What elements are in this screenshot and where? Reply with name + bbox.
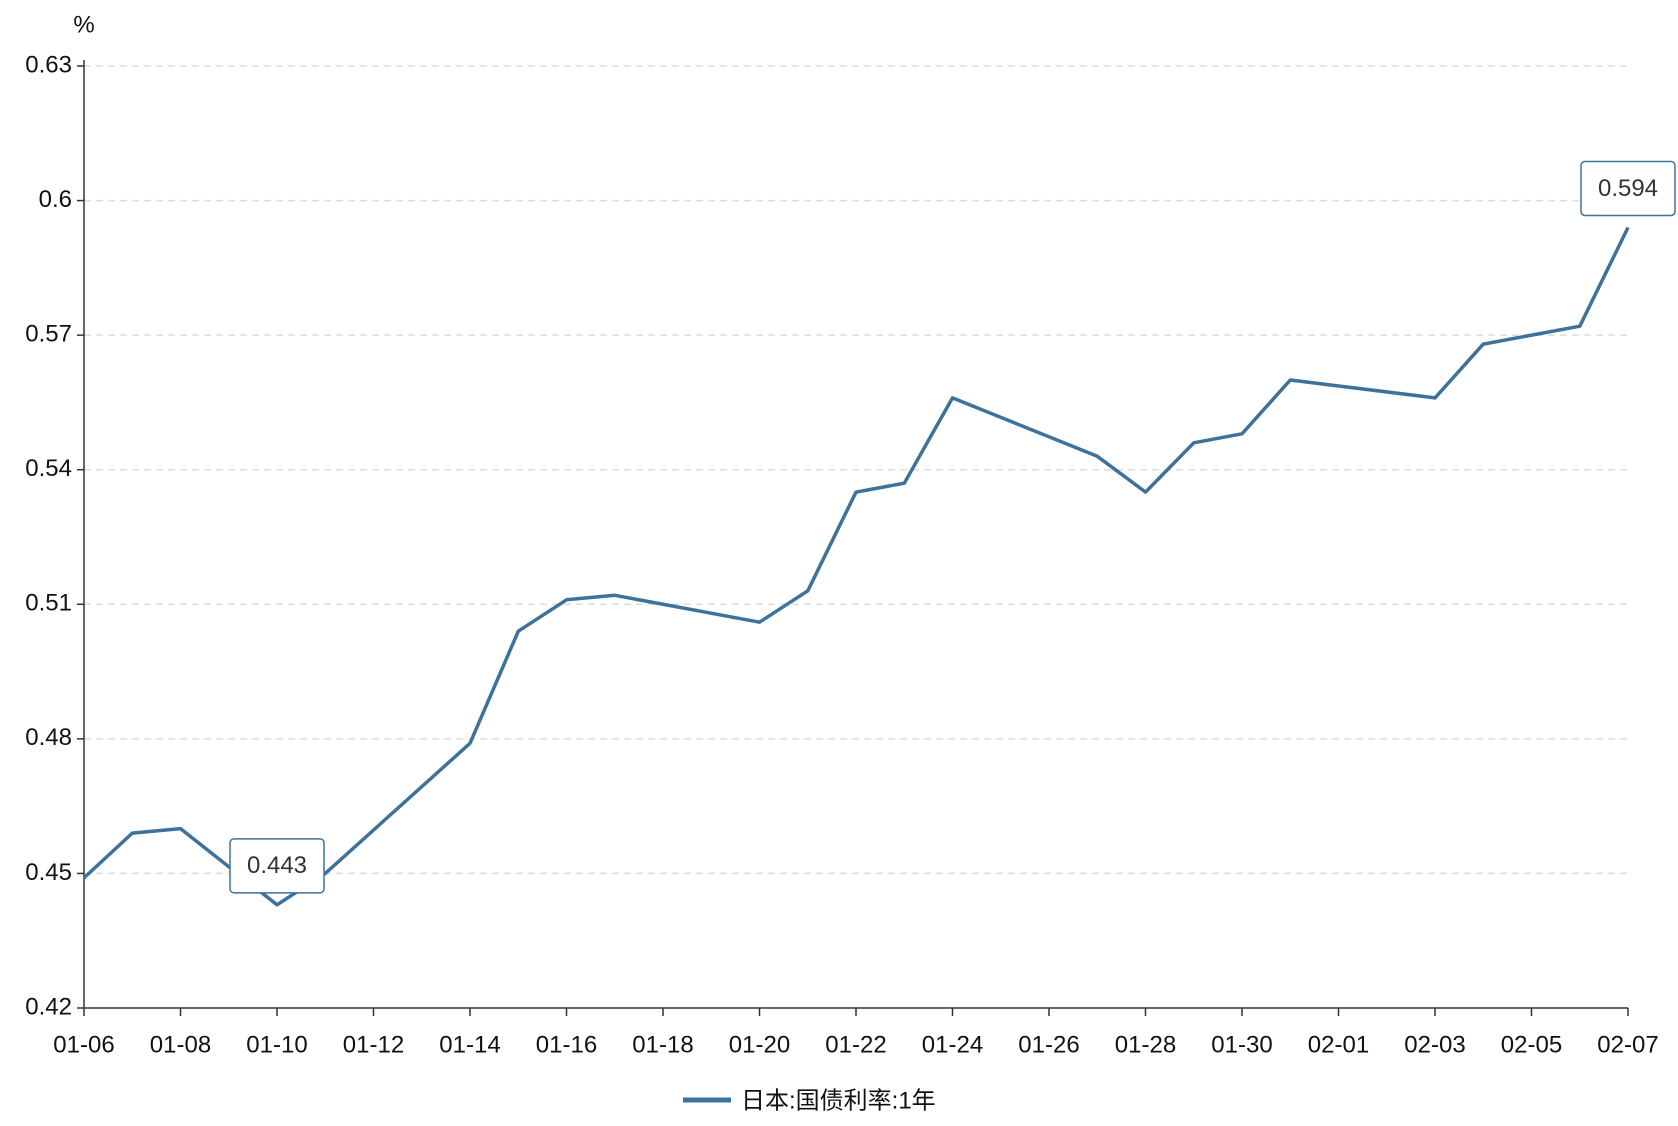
extreme-label: 0.443 (247, 852, 307, 879)
x-tick-label: 01-08 (150, 1031, 211, 1058)
x-tick-label: 01-22 (825, 1031, 886, 1058)
x-tick-label: 01-24 (922, 1031, 983, 1058)
x-tick-label: 01-10 (246, 1031, 307, 1058)
x-tick-label: 02-07 (1597, 1031, 1658, 1058)
x-tick-label: 01-12 (343, 1031, 404, 1058)
x-tick-label: 01-26 (1018, 1031, 1079, 1058)
x-tick-label: 02-03 (1404, 1031, 1465, 1058)
x-tick-label: 02-01 (1308, 1031, 1369, 1058)
y-tick-label: 0.6 (39, 186, 72, 213)
x-tick-label: 02-05 (1501, 1031, 1562, 1058)
x-tick-label: 01-30 (1211, 1031, 1272, 1058)
line (82, 226, 1630, 907)
x-tick-label: 01-20 (729, 1031, 790, 1058)
x-tick-label: 01-28 (1115, 1031, 1176, 1058)
y-tick-label: 0.57 (25, 320, 72, 347)
x-tick-label: 01-14 (439, 1031, 500, 1058)
extreme-label-box (1580, 160, 1676, 217)
y-tick-label: 0.51 (25, 590, 72, 617)
x-tick-label: 01-06 (53, 1031, 114, 1058)
y-tick-label: 0.48 (25, 724, 72, 751)
x-tick-label: 01-18 (632, 1031, 693, 1058)
y-unit: % (73, 11, 94, 38)
y-tick-label: 0.54 (25, 455, 72, 482)
legend-label: 日本:国债利率:1年 (741, 1087, 936, 1114)
y-tick-label: 0.63 (25, 51, 72, 78)
extreme-label: 0.594 (1598, 175, 1658, 202)
x-tick-label: 01-16 (536, 1031, 597, 1058)
extreme-label-box (229, 838, 325, 894)
y-tick-label: 0.42 (25, 993, 72, 1020)
y-tick-label: 0.45 (25, 859, 72, 886)
